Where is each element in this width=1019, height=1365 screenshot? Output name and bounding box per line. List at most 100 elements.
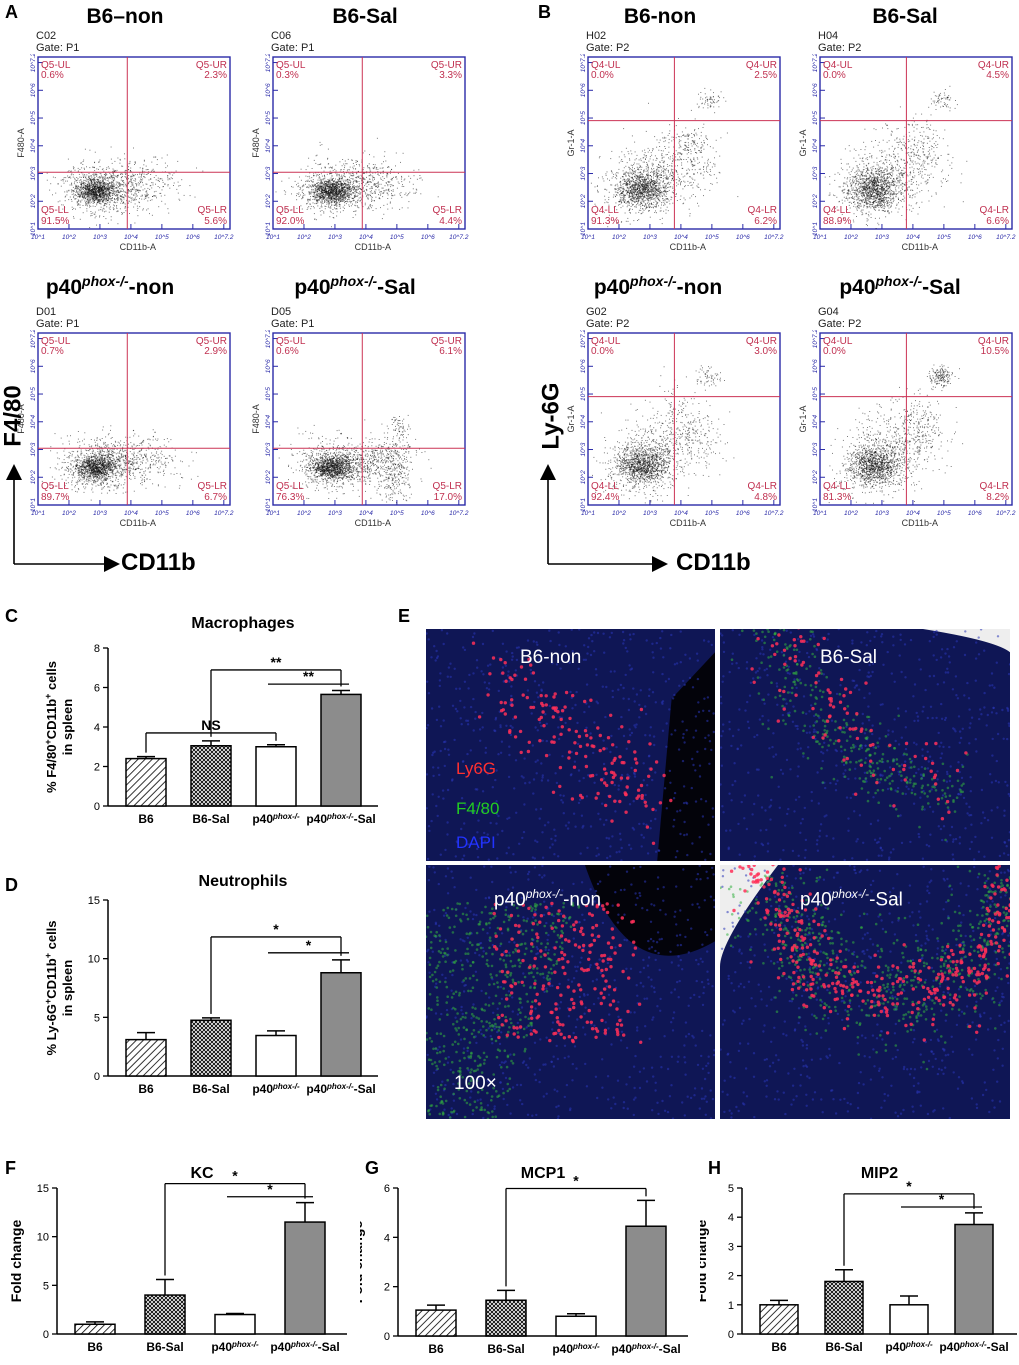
y-tick-label: 10^2 — [265, 470, 272, 484]
chart-title: MIP2 — [861, 1165, 898, 1182]
y-tick-label: 10^7.2 — [265, 330, 272, 348]
quad-value-ur: 3.0% — [754, 346, 777, 357]
quad-label-ul: Q4-UL — [823, 336, 853, 347]
flow-x-label: CD11b-A — [902, 242, 938, 252]
y-tick-label: 10^3 — [265, 166, 272, 180]
y-tick-label: 10^1 — [580, 498, 587, 512]
y-tick-label: 10^3 — [580, 442, 587, 456]
legend-dapi: DAPI — [456, 833, 496, 853]
quad-value-ll: 91.5% — [41, 216, 69, 227]
y-tick-label: 10^6 — [812, 359, 819, 373]
bar — [320, 971, 362, 1077]
y-tick-label: 10^1 — [812, 222, 819, 236]
quad-label-ur: Q4-UR — [746, 60, 777, 71]
y-tick-label: 10^2 — [812, 470, 819, 484]
flow-header-b3: G02 Gate: P2 — [586, 306, 629, 330]
flow-y-label: Gr-1-A — [566, 406, 576, 433]
x-tick-label: p40phox-/- — [552, 1342, 600, 1357]
quad-value-ll: 81.3% — [823, 492, 851, 503]
y-tick-label: 6 — [94, 683, 100, 695]
x-tick-label: B6-Sal — [487, 1342, 524, 1356]
x-tick-label: 10^7.2 — [996, 510, 1016, 517]
quad-label-ll: Q4-LL — [823, 481, 851, 492]
flow-y-label: F480-A — [16, 128, 26, 158]
y-tick-label: 10^4 — [30, 138, 37, 152]
y-tick-label: 10^6 — [265, 83, 272, 97]
x-tick-label: 10^3 — [93, 510, 107, 517]
x-tick-label: p40phox-/--Sal — [270, 1340, 339, 1355]
flow-header-a2: C06 Gate: P1 — [271, 30, 314, 54]
y-tick-label: 10^4 — [812, 138, 819, 152]
y-axis-label-line2: in spleen — [60, 960, 75, 1016]
quad-label-lr: Q5-LR — [198, 205, 227, 216]
quad-value-ur: 2.5% — [754, 70, 777, 81]
axis-name-b-x: CD11b — [676, 549, 751, 577]
y-tick-label: 10^4 — [580, 138, 587, 152]
significance-label: ** — [303, 668, 314, 684]
y-tick-label: 4 — [94, 722, 100, 734]
chart-title: KC — [190, 1165, 214, 1182]
x-tick-label: 10^3 — [328, 510, 342, 517]
x-tick-label: p40phox-/- — [252, 1082, 300, 1097]
y-tick-label: 10^7.2 — [30, 330, 37, 348]
x-tick-label: 10^7.2 — [214, 510, 234, 517]
bar — [190, 1019, 232, 1077]
x-tick-label: 10^6 — [186, 234, 200, 241]
quad-value-lr: 17.0% — [434, 492, 462, 503]
quad-value-ul: 0.0% — [823, 70, 846, 81]
quad-label-ul: Q4-UL — [823, 60, 853, 71]
quad-value-lr: 6.6% — [986, 216, 1009, 227]
quad-label-ll: Q5-LL — [41, 481, 69, 492]
y-tick-label: 10^2 — [30, 470, 37, 484]
y-tick-label: 0 — [728, 1329, 734, 1341]
x-tick-label: 10^3 — [643, 510, 657, 517]
y-tick-label: 10 — [88, 954, 100, 966]
x-tick-label: B6-Sal — [825, 1340, 862, 1354]
flow-title-a4: p40phox-/--Sal — [255, 273, 455, 300]
y-tick-label: 10^4 — [580, 414, 587, 428]
quad-value-ul: 0.6% — [276, 346, 299, 357]
y-tick-label: 10^7.2 — [812, 54, 819, 72]
y-tick-label: 10^7.2 — [30, 54, 37, 72]
quad-label-ul: Q5-UL — [41, 60, 71, 71]
bar-chart-h: MIP2 0 1 2 3 4 5 Fold change B6 B6-Sal p40phox-/- p… — [693, 1160, 1019, 1360]
flow-title-b2: B6-Sal — [845, 5, 965, 29]
flow-x-label: CD11b-A — [355, 518, 391, 528]
significance-label: ** — [271, 654, 282, 670]
quad-label-ll: Q4-LL — [823, 205, 851, 216]
x-tick-label: B6 — [138, 1082, 154, 1096]
x-tick-label: 10^5 — [155, 510, 169, 517]
quad-label-ur: Q5-UR — [196, 336, 227, 347]
x-tick-label: 10^6 — [968, 510, 982, 517]
bar — [144, 1294, 186, 1335]
flow-plot-b1: 10^1 10^1 10^2 10^2 10^3 10^3 10^4 10^4 10^5 10^5… — [566, 54, 788, 256]
quad-value-ur: 4.5% — [986, 70, 1009, 81]
y-tick-label: 10^6 — [30, 83, 37, 97]
x-tick-label: 10^1 — [31, 510, 45, 517]
x-tick-label: 10^5 — [937, 510, 951, 517]
y-tick-label: 4 — [728, 1212, 734, 1224]
y-tick-label: 15 — [37, 1183, 49, 1195]
y-tick-label: 10^6 — [580, 83, 587, 97]
x-tick-label: 10^5 — [390, 510, 404, 517]
panel-label-f: F — [5, 1158, 16, 1179]
quad-label-ll: Q5-LL — [41, 205, 69, 216]
bar — [125, 1038, 167, 1077]
chart-title: Macrophages — [191, 615, 294, 632]
x-tick-label: 10^5 — [390, 234, 404, 241]
quad-label-ur: Q5-UR — [431, 60, 462, 71]
micro-cell-p40-sal: p40phox-/--Sal — [720, 865, 1010, 1119]
x-tick-label: 10^4 — [359, 510, 373, 517]
x-tick-label: 10^5 — [937, 234, 951, 241]
y-tick-label: 10^5 — [30, 387, 37, 401]
quad-label-ur: Q4-UR — [978, 336, 1009, 347]
y-tick-label: 10^4 — [265, 414, 272, 428]
quad-label-ll: Q5-LL — [276, 481, 304, 492]
quad-value-ur: 6.1% — [439, 346, 462, 357]
x-tick-label: 10^1 — [581, 234, 595, 241]
x-tick-label: 10^3 — [93, 234, 107, 241]
y-tick-label: 0 — [43, 1329, 49, 1341]
x-tick-label: 10^2 — [297, 234, 311, 241]
y-tick-label: 10^7.2 — [812, 330, 819, 348]
significance-label: * — [939, 1191, 945, 1207]
